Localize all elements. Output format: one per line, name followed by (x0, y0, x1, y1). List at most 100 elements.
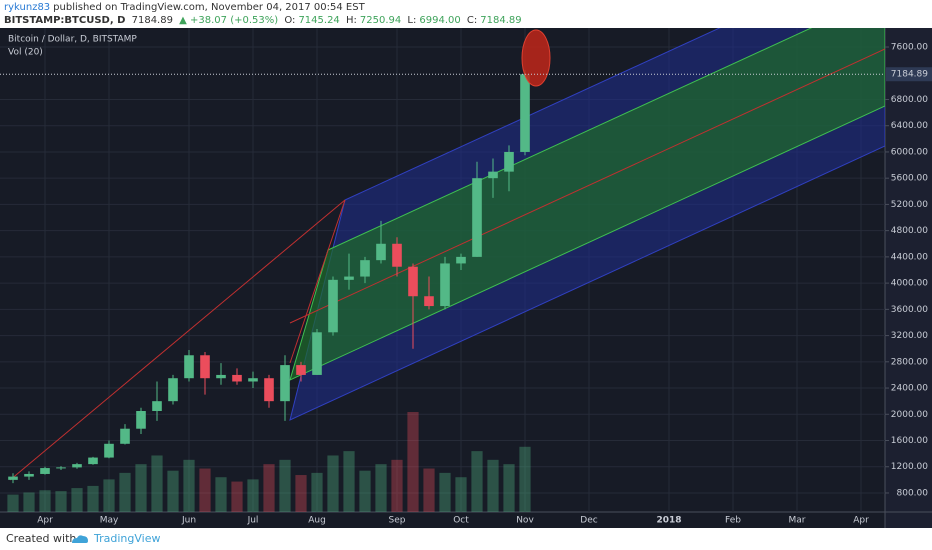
high: 7250.94 (359, 15, 402, 26)
volume-bar (375, 464, 387, 512)
volume-bar (7, 494, 19, 512)
x-tick-label: Nov (516, 516, 534, 526)
candle-body (120, 428, 130, 444)
candle-body (488, 171, 498, 179)
author[interactable]: rykunz83 (4, 2, 51, 13)
candle-body (184, 355, 194, 379)
candles (8, 69, 530, 484)
published: published on TradingView.com, November 0… (53, 2, 365, 13)
last-price-label: 7184.89 (891, 70, 928, 80)
volume-bar (359, 470, 371, 512)
x-tick-label: Apr (853, 516, 869, 526)
volume-bar (151, 455, 163, 512)
candle-body (72, 464, 82, 468)
candle-body (456, 256, 466, 264)
volume-bar (39, 490, 51, 512)
x-tick-label: Oct (453, 516, 469, 526)
candle-body (280, 365, 290, 402)
candle-body (40, 468, 50, 474)
volume-bar (295, 475, 307, 512)
highlight-ellipse (521, 29, 551, 87)
change: ▲ +38.07 (+0.53%) (179, 15, 279, 26)
y-tick-label: 1600.00 (891, 436, 928, 446)
candle-body (264, 378, 274, 402)
candle-body (8, 476, 18, 480)
y-tick-label: 3600.00 (891, 305, 928, 315)
x-tick-label: Jun (181, 516, 196, 526)
legend-entry: Bitcoin / Dollar, D, BITSTAMP (8, 35, 137, 45)
header-line: BITSTAMP:BTCUSD, D 7184.89 ▲ +38.07 (+0.… (4, 15, 525, 26)
candle-body (440, 263, 450, 307)
volume-bar (167, 470, 179, 512)
volume-bar (471, 451, 483, 512)
label: L: (407, 15, 417, 26)
x-tick-label: Aug (308, 516, 326, 526)
candle-body (392, 243, 402, 267)
candle-body (328, 279, 338, 333)
volume-bar (71, 488, 83, 512)
open: 7145.24 (298, 15, 340, 26)
volume-bar (119, 472, 131, 512)
candle-body (424, 296, 434, 307)
created-with: Created with (6, 532, 77, 545)
volume-bar (103, 479, 115, 512)
candle-body (408, 266, 418, 297)
candle-body (216, 374, 226, 379)
candle-body (360, 260, 370, 277)
price-axis (885, 28, 932, 528)
y-tick-label: 5200.00 (891, 200, 928, 210)
pitchfork-inner (289, 28, 885, 381)
volume-bar (487, 459, 499, 512)
candle-body (376, 243, 386, 261)
price: 7184.89 (131, 15, 173, 26)
y-tick-label: 2000.00 (891, 410, 928, 420)
y-tick-label: 6000.00 (891, 147, 928, 157)
volume-bar (87, 485, 99, 512)
volume-bar (311, 472, 323, 512)
pitchfork-median (289, 48, 885, 324)
symbol: BITSTAMP:BTCUSD, D (4, 15, 126, 26)
candle-body (152, 401, 162, 412)
y-tick-label: 4800.00 (891, 226, 928, 236)
volume-bar (55, 491, 67, 512)
volume-bar (23, 492, 35, 512)
last-price-tag (886, 67, 932, 82)
x-tick-label: May (100, 516, 119, 526)
y-tick-label: 5600.00 (891, 174, 928, 184)
candle-body (248, 378, 258, 382)
label: H: (345, 15, 357, 26)
footer: Created with TradingView (0, 528, 932, 550)
volume-bar (247, 479, 259, 512)
candle-body (472, 178, 482, 257)
close: 7184.89 (480, 15, 522, 26)
volume-bar (279, 459, 291, 512)
y-tick-label: 3200.00 (891, 331, 928, 341)
chart: Bitcoin / Dollar, D, BITSTAMP Vol (20) 8… (0, 28, 932, 528)
x-tick-label: Jul (247, 516, 259, 526)
candle-body (56, 467, 66, 469)
volume-bar (455, 477, 467, 512)
x-tick-label: Dec (580, 516, 597, 526)
label: C: (466, 15, 478, 26)
handle-line (289, 199, 346, 364)
volume-bar (215, 477, 227, 512)
x-tick-label: Mar (789, 516, 806, 526)
volume (7, 412, 531, 512)
y-tick-label: 7600.00 (891, 43, 928, 53)
candle-body (200, 355, 210, 379)
brand[interactable]: TradingView (94, 532, 161, 545)
y-tick-label: 1200.00 (891, 462, 928, 472)
x-tick-label: 2018 (656, 516, 681, 526)
candle-body (168, 378, 178, 402)
candle-body (296, 365, 306, 375)
volume-bar (439, 472, 451, 512)
volume-bar (407, 412, 419, 512)
low: 6994.00 (419, 15, 461, 26)
legend-entry: Vol (20) (8, 48, 43, 58)
candle-body (136, 411, 146, 429)
candle-body (344, 276, 354, 280)
candle-body (88, 457, 98, 465)
volume-bar (263, 464, 275, 512)
trend-line (9, 199, 346, 481)
